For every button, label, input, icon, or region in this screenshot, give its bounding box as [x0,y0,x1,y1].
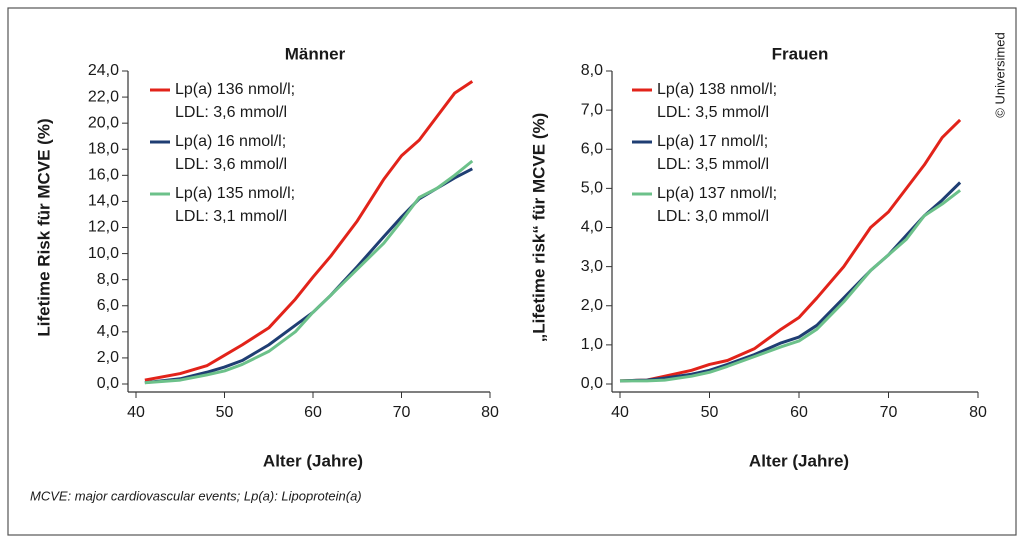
data-line [144,159,474,385]
x-tick-label: 70 [880,404,898,421]
frame [7,7,1017,536]
x-tick-label: 40 [611,404,629,421]
x-tick-label: 40 [127,404,145,421]
y-tick-label: 10,0 [88,245,119,262]
y-tick-label: 12,0 [88,219,119,236]
legend-label: Lp(a) 135 nmol/l; LDL: 3,1 mmol/l [175,185,296,225]
data-line [144,80,474,382]
x-axis-label: Alter (Jahre) [263,451,363,470]
legend-label: Lp(a) 17 nmol/l; LDL: 3,5 mmol/l [657,133,770,173]
y-tick-label: 18,0 [88,140,119,157]
y-axis-label: „Lifetime risk“ für MCVE (%) [529,113,548,343]
x-tick-label: 60 [304,404,322,421]
chart-title: Männer [285,44,346,63]
y-tick-label: 20,0 [88,114,119,131]
legend-label: Lp(a) 136 nmol/l; LDL: 3,6 mmol/l [175,81,296,121]
legend-label: Lp(a) 138 nmol/l; LDL: 3,5 mmol/l [657,81,778,121]
y-tick-label: 1,0 [581,336,603,353]
legend-label: Lp(a) 16 nmol/l; LDL: 3,6 mmol/l [175,133,288,173]
y-tick-label: 16,0 [88,167,119,184]
y-tick-label: 3,0 [581,258,603,275]
x-tick-label: 50 [216,404,234,421]
y-tick-label: 6,0 [581,140,603,157]
y-tick-label: 4,0 [97,323,119,340]
data-line [620,189,962,383]
y-axis-label: Lifetime Risk für MCVE (%) [34,118,53,336]
y-tick-label: 0,0 [581,375,603,392]
y-tick-label: 5,0 [581,180,603,197]
y-tick-label: 4,0 [581,219,603,236]
x-tick-label: 70 [393,404,411,421]
x-tick-label: 80 [481,404,499,421]
y-tick-label: 0,0 [97,375,119,392]
data-line [619,181,962,383]
y-tick-label: 2,0 [581,297,603,314]
y-tick-label: 7,0 [581,101,603,118]
y-tick-label: 22,0 [88,88,119,105]
copyright: © Universimed [992,32,1007,117]
legend-label: Lp(a) 137 nmol/l; LDL: 3,0 mmol/l [657,185,778,225]
x-tick-label: 80 [969,404,987,421]
x-axis-label: Alter (Jahre) [749,451,849,470]
data-line [619,118,962,383]
y-tick-label: 14,0 [88,193,119,210]
x-tick-label: 60 [790,404,808,421]
y-tick-label: 2,0 [97,349,119,366]
y-tick-label: 8,0 [581,62,603,79]
y-tick-label: 8,0 [97,271,119,288]
y-tick-label: 6,0 [97,297,119,314]
footnote: MCVE: major cardiovascular events; Lp(a)… [30,488,362,503]
x-tick-label: 50 [701,404,719,421]
chart-title: Frauen [772,44,829,63]
y-tick-label: 24,0 [88,62,119,79]
